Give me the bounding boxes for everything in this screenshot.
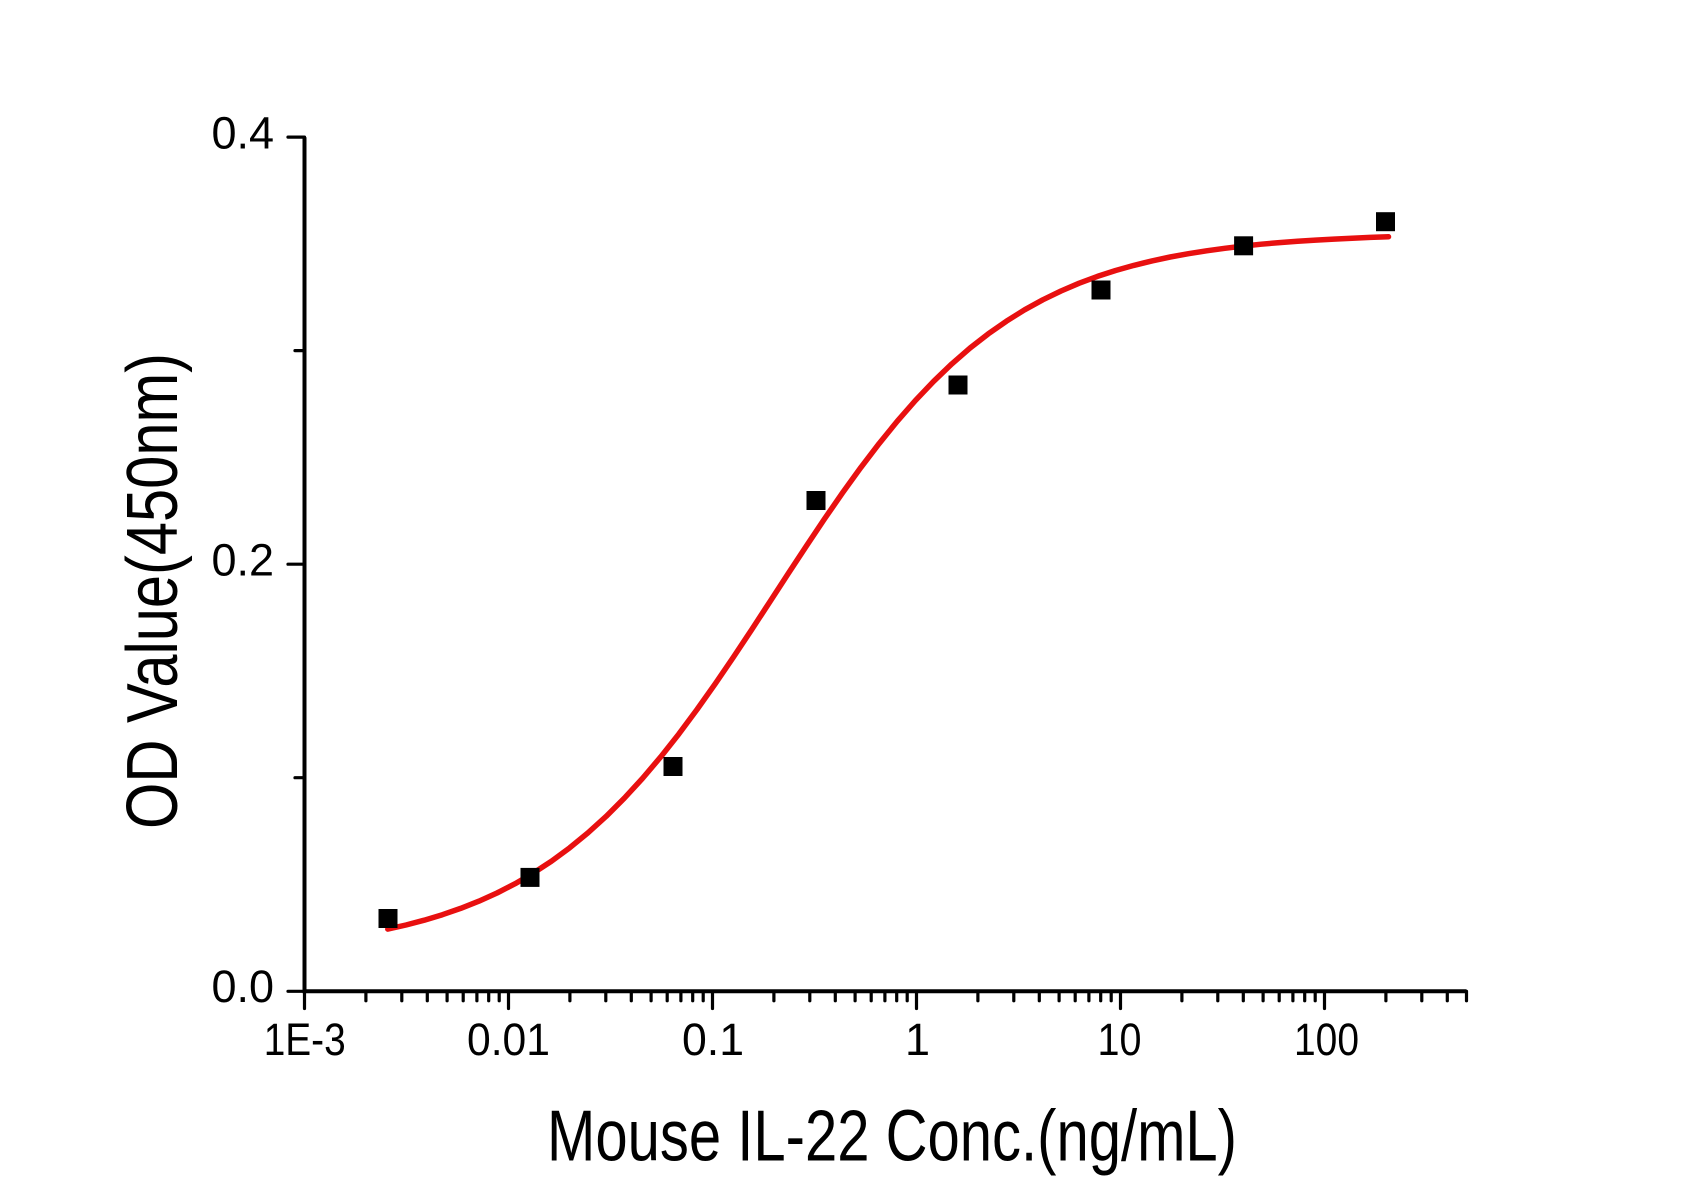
svg-text:0.4: 0.4: [211, 107, 274, 158]
svg-text:1: 1: [905, 1014, 930, 1065]
svg-text:100: 100: [1294, 1014, 1359, 1065]
svg-text:10: 10: [1098, 1014, 1142, 1065]
svg-text:0.1: 0.1: [682, 1014, 744, 1065]
svg-text:Mouse IL-22 Conc.(ng/mL): Mouse IL-22 Conc.(ng/mL): [547, 1097, 1237, 1177]
svg-text:0.2: 0.2: [211, 534, 274, 585]
svg-text:0.0: 0.0: [211, 961, 274, 1012]
svg-text:1E-3: 1E-3: [264, 1014, 346, 1065]
svg-text:OD Value(450nm): OD Value(450nm): [113, 353, 193, 829]
svg-text:0.01: 0.01: [467, 1014, 550, 1065]
